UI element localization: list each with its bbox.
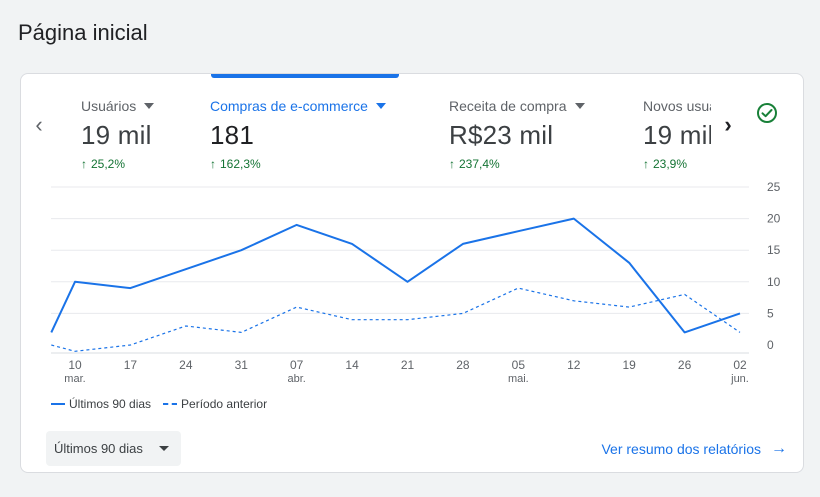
metric-label[interactable]: Usuários [81, 98, 155, 114]
legend-label: Últimos 90 dias [69, 397, 152, 411]
y-tick-label: 0 [767, 338, 774, 352]
legend-swatch-solid [51, 403, 65, 405]
metric-tab-users[interactable]: Usuários 19 mil ↑ 25,2% [81, 98, 155, 171]
metric-label[interactable]: Novos usuários [643, 98, 711, 114]
metric-change-value: 23,9% [653, 157, 688, 171]
page-title: Página inicial [18, 20, 148, 45]
metric-change: ↑ 23,9% [643, 157, 711, 171]
x-tick-label: 31 [235, 358, 249, 372]
arrow-up-icon: ↑ [449, 157, 455, 171]
arrow-up-icon: ↑ [81, 157, 87, 171]
x-tick-label: 24 [179, 358, 193, 372]
metric-change-value: 237,4% [459, 157, 500, 171]
metric-value: 19 mil [81, 120, 152, 150]
x-tick-label: 17 [124, 358, 138, 372]
caret-down-icon[interactable] [375, 103, 386, 109]
metric-value: R$23 mil [449, 120, 554, 150]
metric-change: ↑ 25,2% [81, 157, 154, 171]
legend-item-previous: Período anterior [163, 397, 267, 411]
caret-down-icon[interactable] [144, 103, 155, 109]
x-tick-month-label: mar. [64, 373, 85, 385]
x-tick-label: 14 [345, 358, 359, 372]
metric-label-text: Usuários [81, 98, 137, 114]
x-tick-label: 26 [678, 358, 692, 372]
metric-label-text: Compras de e-commerce [210, 98, 368, 114]
metric-tab-ecommerce-purchases[interactable]: Compras de e-commerce 181 ↑ 162,3% [210, 98, 386, 171]
x-tick-label: 10 [68, 358, 82, 372]
y-tick-label: 20 [767, 212, 781, 226]
metrics-carousel: Usuários 19 mil ↑ 25,2% Compras de e-comm… [81, 74, 711, 179]
x-tick-label: 21 [401, 358, 415, 372]
x-tick-label: 28 [456, 358, 470, 372]
legend-item-current: Últimos 90 dias [51, 397, 151, 411]
arrow-up-icon: ↑ [210, 157, 216, 171]
active-tab-indicator [211, 74, 399, 78]
metric-change-value: 162,3% [220, 157, 261, 171]
metric-change: ↑ 162,3% [210, 157, 386, 171]
x-tick-label: 19 [622, 358, 636, 372]
metric-change: ↑ 237,4% [449, 157, 585, 171]
caret-down-icon[interactable] [159, 446, 169, 451]
chevron-right-icon[interactable]: › [724, 112, 732, 137]
series-line-last-90-days [50, 217, 741, 334]
metric-value: 181 [210, 120, 254, 150]
metric-change-value: 25,2% [91, 157, 126, 171]
x-tick-month-label: jun. [730, 373, 749, 385]
x-tick-month-label: mai. [508, 373, 529, 385]
legend-label: Período anterior [181, 397, 268, 411]
x-tick-label: 02 [733, 358, 747, 372]
arrow-right-icon[interactable]: → [771, 440, 787, 457]
x-tick-month-label: abr. [287, 373, 305, 385]
legend-swatch-dashed [163, 403, 178, 405]
y-tick-label: 10 [767, 275, 781, 289]
x-tick-label: 12 [567, 358, 581, 372]
overview-card: ‹ Usuários 19 mil ↑ 25,2% Compras de e-co… [20, 73, 804, 473]
arrow-up-icon: ↑ [643, 157, 649, 171]
metric-value: 19 mil [643, 120, 711, 150]
series-line-previous-period [51, 287, 741, 352]
metric-tab-new-users[interactable]: Novos usuários 19 mil ↑ 23,9% [643, 98, 711, 171]
date-range-dropdown[interactable]: Últimos 90 dias [46, 431, 181, 466]
view-reports-label[interactable]: Ver resumo dos relatórios [601, 441, 761, 457]
metric-tab-purchase-revenue[interactable]: Receita de compra R$23 mil ↑ 237,4% [449, 98, 585, 171]
caret-down-icon[interactable] [574, 103, 585, 109]
chevron-left-icon[interactable]: ‹ [35, 112, 43, 137]
y-tick-label: 5 [767, 306, 774, 320]
metric-label[interactable]: Compras de e-commerce [210, 98, 386, 114]
chart-legend: Últimos 90 dias Período anterior [51, 397, 279, 411]
date-range-label: Últimos 90 dias [54, 441, 143, 456]
y-tick-label: 25 [767, 180, 781, 194]
y-tick-label: 15 [767, 243, 781, 257]
metric-label-text: Novos usuários [643, 98, 711, 114]
view-reports-link[interactable]: Ver resumo dos relatórios → [601, 440, 787, 458]
check-circle-icon[interactable] [755, 101, 779, 125]
metric-label-text: Receita de compra [449, 98, 567, 114]
x-tick-label: 07 [290, 358, 304, 372]
x-tick-label: 05 [512, 358, 526, 372]
metric-label[interactable]: Receita de compra [449, 98, 585, 114]
